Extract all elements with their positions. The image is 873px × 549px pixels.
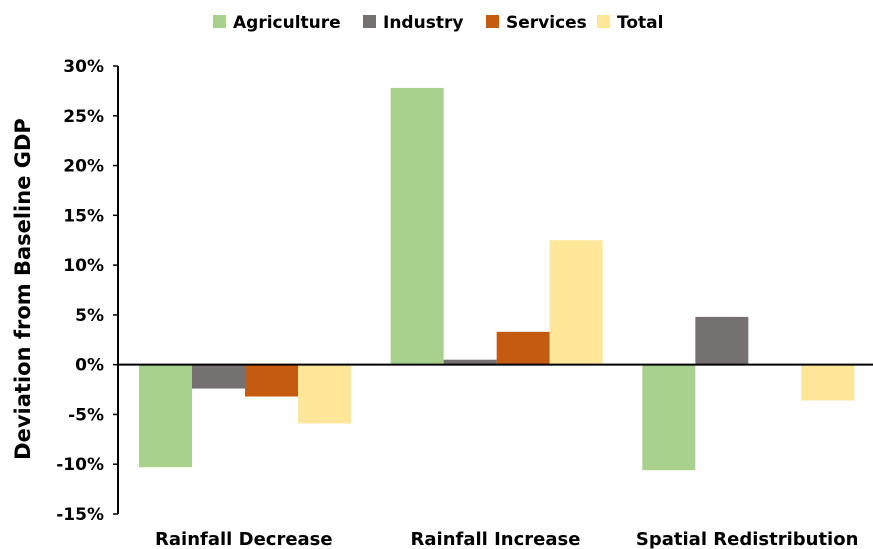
legend-label-services: Services <box>506 13 587 33</box>
bar-industry-rainfall-increase <box>443 359 497 365</box>
y-axis: 30% 25% 20% 15% 10% 5% 0% -5% -10% -15% <box>56 57 119 525</box>
legend-swatch-services <box>486 15 499 28</box>
x-axis: Rainfall Decrease Rainfall Increase Spatia… <box>118 363 873 549</box>
y-tick-label: 0% <box>75 356 104 376</box>
legend-swatch-agriculture <box>213 15 226 28</box>
y-tick-label: 10% <box>63 256 104 276</box>
y-tick-label: -10% <box>56 455 104 475</box>
legend-label-agriculture: Agriculture <box>233 13 341 33</box>
y-tick-label: 30% <box>63 57 104 77</box>
x-tick-label: Rainfall Decrease <box>155 529 333 549</box>
x-tick-label: Spatial Redistribution <box>636 529 859 549</box>
bar-agriculture-rainfall-increase <box>390 87 444 365</box>
y-tick-label: 25% <box>63 107 104 127</box>
bars <box>139 87 855 471</box>
y-tick-label: 15% <box>63 206 104 226</box>
bar-services-rainfall-decrease <box>245 364 298 397</box>
y-axis-title: Deviation from Baseline GDP <box>11 118 35 460</box>
bar-industry-spatial-redistribution <box>695 316 749 365</box>
y-tick-label: 5% <box>75 306 104 326</box>
legend-swatch-total <box>597 15 610 28</box>
y-tick-label: 20% <box>63 157 104 177</box>
x-tick-label: Rainfall Increase <box>411 529 581 549</box>
bar-services-rainfall-increase <box>496 331 550 365</box>
y-tick-label: -15% <box>56 505 104 525</box>
legend-label-total: Total <box>617 13 663 33</box>
bar-total-spatial-redistribution <box>801 364 855 401</box>
bar-total-rainfall-increase <box>549 240 603 365</box>
legend-swatch-industry <box>363 15 376 28</box>
y-tick-label: -5% <box>68 405 104 425</box>
bar-total-rainfall-decrease <box>298 364 351 424</box>
chart-legend: Agriculture Industry Services Total <box>213 13 663 33</box>
bar-agriculture-spatial-redistribution <box>642 364 696 471</box>
legend-label-industry: Industry <box>383 13 463 33</box>
bar-agriculture-rainfall-decrease <box>139 364 192 468</box>
bar-industry-rainfall-decrease <box>192 364 245 389</box>
